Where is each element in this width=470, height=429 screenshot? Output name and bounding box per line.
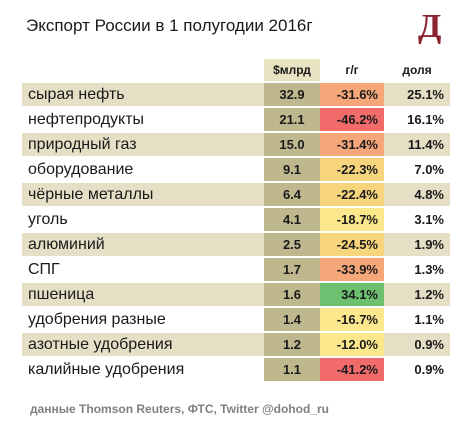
cell-yoy: -12.0% — [320, 333, 384, 356]
cell-category: нефтепродукты — [22, 108, 264, 131]
source-note: данные Thomson Reuters, ФТС, Twitter @do… — [30, 402, 329, 416]
cell-value: 4.1 — [264, 208, 320, 231]
cell-value: 32.9 — [264, 83, 320, 106]
table-row: удобрения разные 1.4 -16.7% 1.1% — [22, 308, 450, 331]
cell-share: 1.9% — [384, 233, 450, 256]
table-row: алюминий 2.5 -24.5% 1.9% — [22, 233, 450, 256]
cell-category: СПГ — [22, 258, 264, 281]
cell-share: 7.0% — [384, 158, 450, 181]
cell-yoy: -31.6% — [320, 83, 384, 106]
cell-share: 1.1% — [384, 308, 450, 331]
table-row: азотные удобрения 1.2 -12.0% 0.9% — [22, 333, 450, 356]
cell-share: 11.4% — [384, 133, 450, 156]
cell-value: 2.5 — [264, 233, 320, 256]
table-row: сырая нефть 32.9 -31.6% 25.1% — [22, 83, 450, 106]
export-table: $млрд г/г доля сырая нефть 32.9 -31.6% 25.1… — [22, 59, 450, 381]
cell-category: азотные удобрения — [22, 333, 264, 356]
cell-share: 1.3% — [384, 258, 450, 281]
cell-category: калийные удобрения — [22, 358, 264, 381]
cell-value: 21.1 — [264, 108, 320, 131]
cell-yoy: -46.2% — [320, 108, 384, 131]
cell-share: 4.8% — [384, 183, 450, 206]
cell-share: 3.1% — [384, 208, 450, 231]
cell-category: чёрные металлы — [22, 183, 264, 206]
cell-yoy: -33.9% — [320, 258, 384, 281]
cell-share: 0.9% — [384, 333, 450, 356]
table-row: пшеница 1.6 34.1% 1.2% — [22, 283, 450, 306]
cell-yoy: -18.7% — [320, 208, 384, 231]
cell-value: 1.2 — [264, 333, 320, 356]
header-share: доля — [384, 59, 450, 81]
brand-logo-icon: Д — [418, 8, 442, 45]
cell-share: 0.9% — [384, 358, 450, 381]
cell-category: удобрения разные — [22, 308, 264, 331]
header-yoy: г/г — [320, 59, 384, 81]
cell-share: 1.2% — [384, 283, 450, 306]
cell-category: сырая нефть — [22, 83, 264, 106]
cell-value: 15.0 — [264, 133, 320, 156]
cell-value: 6.4 — [264, 183, 320, 206]
cell-category: природный газ — [22, 133, 264, 156]
cell-category: пшеница — [22, 283, 264, 306]
cell-share: 25.1% — [384, 83, 450, 106]
table-row: природный газ 15.0 -31.4% 11.4% — [22, 133, 450, 156]
table-header: $млрд г/г доля — [22, 59, 450, 81]
cell-category: алюминий — [22, 233, 264, 256]
table-row: СПГ 1.7 -33.9% 1.3% — [22, 258, 450, 281]
cell-yoy: -41.2% — [320, 358, 384, 381]
cell-category: уголь — [22, 208, 264, 231]
cell-category: оборудование — [22, 158, 264, 181]
chart-title: Экспорт России в 1 полугодии 2016г — [26, 16, 313, 35]
table-row: калийные удобрения 1.1 -41.2% 0.9% — [22, 358, 450, 381]
cell-yoy: -24.5% — [320, 233, 384, 256]
cell-share: 16.1% — [384, 108, 450, 131]
cell-value: 1.4 — [264, 308, 320, 331]
cell-value: 9.1 — [264, 158, 320, 181]
cell-value: 1.1 — [264, 358, 320, 381]
cell-yoy: -31.4% — [320, 133, 384, 156]
table-row: нефтепродукты 21.1 -46.2% 16.1% — [22, 108, 450, 131]
cell-yoy: 34.1% — [320, 283, 384, 306]
cell-value: 1.7 — [264, 258, 320, 281]
cell-yoy: -22.4% — [320, 183, 384, 206]
cell-value: 1.6 — [264, 283, 320, 306]
table-row: чёрные металлы 6.4 -22.4% 4.8% — [22, 183, 450, 206]
table-row: оборудование 9.1 -22.3% 7.0% — [22, 158, 450, 181]
cell-yoy: -16.7% — [320, 308, 384, 331]
cell-yoy: -22.3% — [320, 158, 384, 181]
header-category — [22, 59, 264, 81]
table-row: уголь 4.1 -18.7% 3.1% — [22, 208, 450, 231]
table-body: сырая нефть 32.9 -31.6% 25.1% нефтепродукты 2… — [22, 83, 450, 381]
header-value: $млрд — [264, 59, 320, 81]
